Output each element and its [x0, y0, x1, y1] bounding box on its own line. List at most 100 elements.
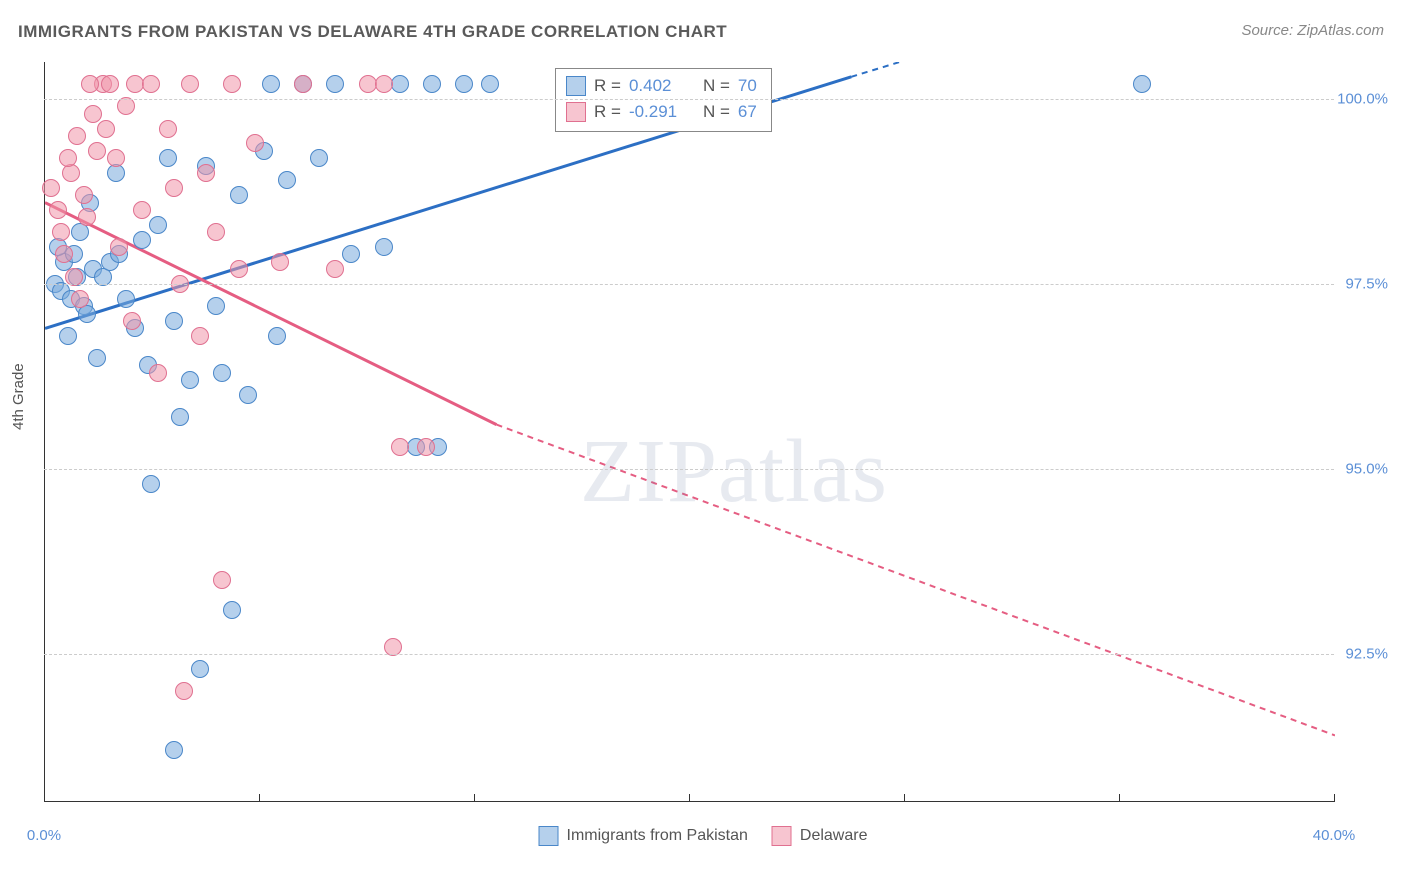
data-point — [246, 134, 264, 152]
y-tick-label: 97.5% — [1345, 276, 1388, 293]
chart-title: IMMIGRANTS FROM PAKISTAN VS DELAWARE 4TH… — [18, 22, 727, 42]
data-point — [384, 638, 402, 656]
data-point — [88, 349, 106, 367]
gridline — [44, 469, 1334, 470]
data-point — [1133, 75, 1151, 93]
data-point — [417, 438, 435, 456]
data-point — [165, 179, 183, 197]
data-point — [207, 297, 225, 315]
data-point — [375, 238, 393, 256]
data-point — [133, 231, 151, 249]
legend-label: Immigrants from Pakistan — [567, 827, 748, 845]
data-point — [88, 142, 106, 160]
bottom-legend: Immigrants from Pakistan Delaware — [539, 826, 868, 846]
watermark: ZIPatlas — [580, 420, 888, 523]
data-point — [78, 208, 96, 226]
data-point — [75, 186, 93, 204]
data-point — [213, 571, 231, 589]
data-point — [149, 216, 167, 234]
x-tick — [1119, 794, 1120, 802]
data-point — [81, 75, 99, 93]
legend-swatch — [539, 826, 559, 846]
data-point — [391, 75, 409, 93]
data-point — [68, 127, 86, 145]
data-point — [326, 75, 344, 93]
data-point — [107, 149, 125, 167]
legend-item: Immigrants from Pakistan — [539, 826, 748, 846]
data-point — [133, 201, 151, 219]
x-tick-label: 0.0% — [27, 827, 61, 844]
data-point — [42, 179, 60, 197]
x-tick-label: 40.0% — [1313, 827, 1356, 844]
data-point — [423, 75, 441, 93]
gridline — [44, 284, 1334, 285]
data-point — [191, 660, 209, 678]
y-tick-label: 92.5% — [1345, 646, 1388, 663]
legend-swatch — [566, 76, 586, 96]
data-point — [55, 245, 73, 263]
x-tick — [259, 794, 260, 802]
data-point — [191, 327, 209, 345]
data-point — [213, 364, 231, 382]
data-point — [65, 268, 83, 286]
data-point — [239, 386, 257, 404]
x-tick — [474, 794, 475, 802]
x-tick — [1334, 794, 1335, 802]
legend-swatch — [772, 826, 792, 846]
legend-item: Delaware — [772, 826, 868, 846]
data-point — [159, 120, 177, 138]
data-point — [391, 438, 409, 456]
legend-swatch — [566, 102, 586, 122]
data-point — [149, 364, 167, 382]
data-point — [71, 290, 89, 308]
data-point — [175, 682, 193, 700]
data-point — [159, 149, 177, 167]
data-point — [49, 201, 67, 219]
data-point — [230, 186, 248, 204]
data-point — [181, 75, 199, 93]
data-point — [197, 164, 215, 182]
data-point — [268, 327, 286, 345]
data-point — [142, 75, 160, 93]
y-tick-label: 100.0% — [1337, 91, 1388, 108]
data-point — [59, 149, 77, 167]
data-point — [455, 75, 473, 93]
data-point — [342, 245, 360, 263]
watermark-atlas: atlas — [718, 422, 888, 521]
data-point — [117, 290, 135, 308]
data-point — [142, 475, 160, 493]
data-point — [123, 312, 141, 330]
stats-row: R =0.402N =70 — [566, 73, 757, 99]
data-point — [481, 75, 499, 93]
data-point — [117, 97, 135, 115]
data-point — [310, 149, 328, 167]
data-point — [181, 371, 199, 389]
watermark-zip: ZIP — [580, 422, 718, 521]
data-point — [84, 105, 102, 123]
data-point — [171, 408, 189, 426]
data-point — [230, 260, 248, 278]
source-credit: Source: ZipAtlas.com — [1241, 22, 1384, 39]
data-point — [223, 601, 241, 619]
stats-row: R =-0.291N =67 — [566, 99, 757, 125]
y-axis-label: 4th Grade — [10, 363, 27, 430]
data-point — [223, 75, 241, 93]
y-tick-label: 95.0% — [1345, 461, 1388, 478]
gridline — [44, 99, 1334, 100]
data-point — [101, 75, 119, 93]
data-point — [207, 223, 225, 241]
data-point — [165, 312, 183, 330]
x-tick — [689, 794, 690, 802]
data-point — [375, 75, 393, 93]
data-point — [294, 75, 312, 93]
gridline — [44, 654, 1334, 655]
data-point — [97, 120, 115, 138]
data-point — [271, 253, 289, 271]
x-tick — [904, 794, 905, 802]
data-point — [262, 75, 280, 93]
data-point — [110, 238, 128, 256]
x-tick — [44, 794, 45, 802]
data-point — [52, 223, 70, 241]
legend-label: Delaware — [800, 827, 868, 845]
data-point — [165, 741, 183, 759]
